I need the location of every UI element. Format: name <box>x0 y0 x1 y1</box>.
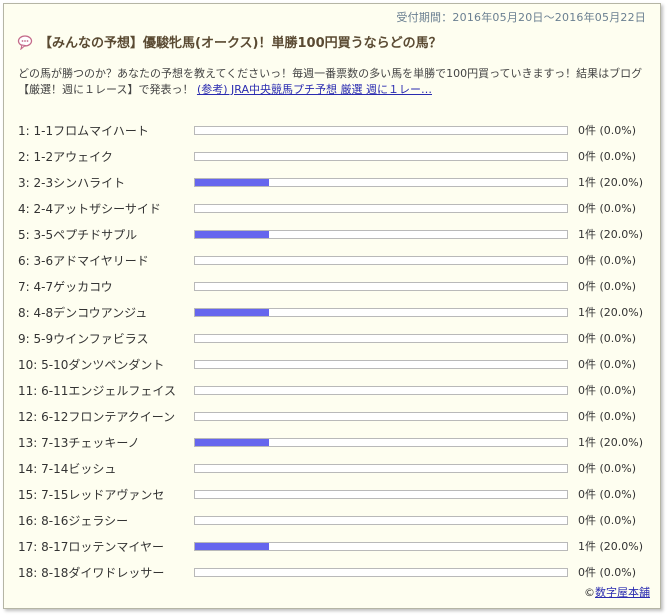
poll-panel: 受付期間：2016年05月20日～2016年05月22日 【みんなの予想】優駿牝… <box>3 3 661 609</box>
vote-count: 0件 (0.0%) <box>578 202 637 215</box>
entry-row: 1: 1-1フロムマイハート 0件 (0.0%) <box>18 117 658 143</box>
vote-bar-fill <box>195 230 270 238</box>
entry-label: 14: 7-14ビッシュ <box>18 461 117 476</box>
vote-count: 0件 (0.0%) <box>578 332 637 345</box>
copyright-symbol: © <box>584 586 595 599</box>
reception-period: 受付期間：2016年05月20日～2016年05月22日 <box>396 11 646 24</box>
entry-row: 3: 2-3シンハライト 1件 (20.0%) <box>18 169 658 195</box>
entry-label: 4: 2-4アットザシーサイド <box>18 201 161 216</box>
vote-bar <box>194 203 568 213</box>
vote-count: 0件 (0.0%) <box>578 150 637 163</box>
entry-label: 9: 5-9ウインファビラス <box>18 331 149 346</box>
entry-row: 5: 3-5ペプチドサプル 1件 (20.0%) <box>18 221 658 247</box>
entry-list: 1: 1-1フロムマイハート 0件 (0.0%) 2: 1-2アウェイク 0件 (0.… <box>18 117 658 585</box>
entry-row: 2: 1-2アウェイク 0件 (0.0%) <box>18 143 658 169</box>
vote-bar-fill <box>195 178 270 186</box>
vote-bar-fill <box>195 542 270 550</box>
credit: ©数字屋本舗 <box>584 584 650 600</box>
entry-row: 9: 5-9ウインファビラス 0件 (0.0%) <box>18 325 658 351</box>
speech-bubble-icon <box>17 34 33 50</box>
vote-bar <box>194 359 568 369</box>
vote-count: 0件 (0.0%) <box>578 462 637 475</box>
poll-description: どの馬が勝つのか？あなたの予想を教えてくださいっ！毎週一番票数の多い馬を単勝で1… <box>18 66 648 98</box>
entry-row: 18: 8-18ダイワドレッサー 0件 (0.0%) <box>18 559 658 585</box>
vote-bar <box>194 437 568 447</box>
entry-row: 17: 8-17ロッテンマイヤー 1件 (20.0%) <box>18 533 658 559</box>
entry-label: 2: 1-2アウェイク <box>18 149 113 164</box>
vote-bar <box>194 151 568 161</box>
vote-count: 1件 (20.0%) <box>578 306 644 319</box>
entry-row: 15: 7-15レッドアヴァンセ 0件 (0.0%) <box>18 481 658 507</box>
entry-row: 14: 7-14ビッシュ 0件 (0.0%) <box>18 455 658 481</box>
vote-bar-fill <box>195 438 270 446</box>
entry-row: 16: 8-16ジェラシー 0件 (0.0%) <box>18 507 658 533</box>
entry-label: 13: 7-13チェッキーノ <box>18 435 140 450</box>
vote-count: 1件 (20.0%) <box>578 436 644 449</box>
vote-bar <box>194 541 568 551</box>
entry-label: 18: 8-18ダイワドレッサー <box>18 565 165 580</box>
vote-bar-fill <box>195 308 270 316</box>
entry-row: 6: 3-6アドマイヤリード 0件 (0.0%) <box>18 247 658 273</box>
vote-bar <box>194 255 568 265</box>
vote-count: 0件 (0.0%) <box>578 254 637 267</box>
vote-bar <box>194 489 568 499</box>
vote-count: 1件 (20.0%) <box>578 540 644 553</box>
vote-bar <box>194 385 568 395</box>
vote-bar <box>194 281 568 291</box>
vote-count: 0件 (0.0%) <box>578 410 637 423</box>
vote-bar <box>194 515 568 525</box>
entry-label: 3: 2-3シンハライト <box>18 175 126 190</box>
vote-count: 0件 (0.0%) <box>578 358 637 371</box>
vote-bar <box>194 307 568 317</box>
vote-bar <box>194 229 568 239</box>
description-text: どの馬が勝つのか？あなたの予想を教えてくださいっ！毎週一番票数の多い馬を単勝で1… <box>18 67 643 96</box>
entry-row: 10: 5-10ダンツペンダント 0件 (0.0%) <box>18 351 658 377</box>
entry-row: 8: 4-8デンコウアンジュ 1件 (20.0%) <box>18 299 658 325</box>
entry-label: 16: 8-16ジェラシー <box>18 513 129 528</box>
credit-link[interactable]: 数字屋本舗 <box>595 586 650 599</box>
vote-bar <box>194 567 568 577</box>
entry-label: 10: 5-10ダンツペンダント <box>18 357 165 372</box>
entry-label: 15: 7-15レッドアヴァンセ <box>18 487 165 502</box>
entry-label: 12: 6-12フロンテアクイーン <box>18 409 176 424</box>
entry-row: 11: 6-11エンジェルフェイス 0件 (0.0%) <box>18 377 658 403</box>
vote-count: 1件 (20.0%) <box>578 228 644 241</box>
vote-count: 0件 (0.0%) <box>578 280 637 293</box>
vote-count: 0件 (0.0%) <box>578 514 637 527</box>
vote-bar <box>194 177 568 187</box>
vote-bar <box>194 125 568 135</box>
vote-bar <box>194 411 568 421</box>
poll-title: 【みんなの予想】優駿牝馬(オークス)！単勝100円買うならどの馬？ <box>39 36 442 51</box>
reference-link[interactable]: (参考) JRA中央競馬プチ予想 厳選 週に１レー… <box>196 83 432 96</box>
entry-label: 6: 3-6アドマイヤリード <box>18 253 149 268</box>
vote-count: 0件 (0.0%) <box>578 384 637 397</box>
entry-row: 7: 4-7ゲッカコウ 0件 (0.0%) <box>18 273 658 299</box>
entry-label: 1: 1-1フロムマイハート <box>18 123 149 138</box>
vote-bar <box>194 463 568 473</box>
vote-count: 0件 (0.0%) <box>578 488 637 501</box>
entry-label: 5: 3-5ペプチドサプル <box>18 227 138 242</box>
entry-label: 8: 4-8デンコウアンジュ <box>18 305 148 320</box>
vote-count: 0件 (0.0%) <box>578 566 637 579</box>
entry-label: 7: 4-7ゲッカコウ <box>18 279 113 294</box>
poll-title-row: 【みんなの予想】優駿牝馬(オークス)！単勝100円買うならどの馬？ <box>17 32 650 51</box>
entry-row: 13: 7-13チェッキーノ 1件 (20.0%) <box>18 429 658 455</box>
vote-count: 1件 (20.0%) <box>578 176 644 189</box>
entry-label: 11: 6-11エンジェルフェイス <box>18 383 177 398</box>
entry-label: 17: 8-17ロッテンマイヤー <box>18 539 165 554</box>
vote-count: 0件 (0.0%) <box>578 124 637 137</box>
vote-bar <box>194 333 568 343</box>
entry-row: 4: 2-4アットザシーサイド 0件 (0.0%) <box>18 195 658 221</box>
entry-row: 12: 6-12フロンテアクイーン 0件 (0.0%) <box>18 403 658 429</box>
